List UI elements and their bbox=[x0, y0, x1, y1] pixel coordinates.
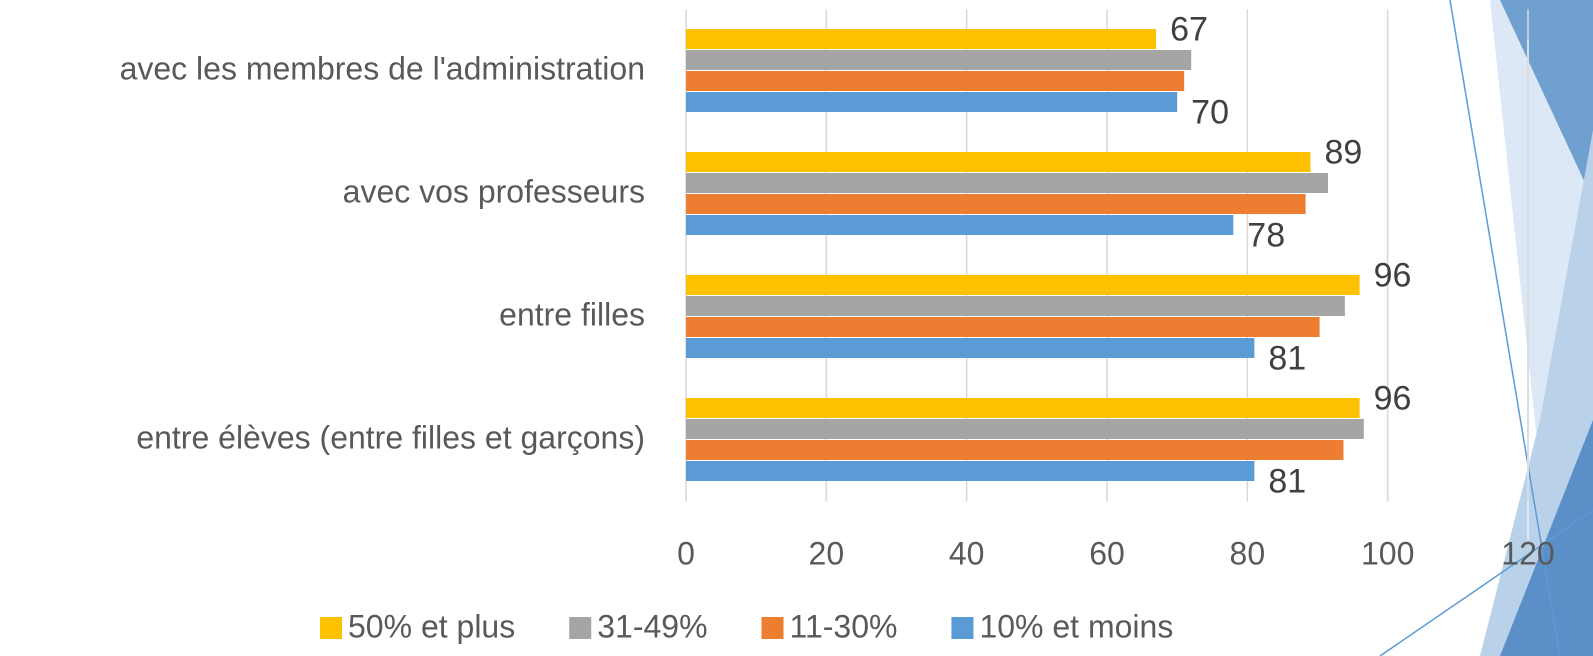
x-tick-label: 40 bbox=[949, 535, 985, 571]
legend-label: 10% et moins bbox=[979, 608, 1173, 644]
legend-swatch bbox=[761, 617, 784, 639]
x-tick-label: 80 bbox=[1230, 535, 1266, 571]
data-label: 81 bbox=[1268, 462, 1306, 500]
data-label: 96 bbox=[1374, 256, 1412, 294]
legend-label: 11-30% bbox=[790, 608, 898, 644]
bar bbox=[686, 50, 1192, 70]
data-label: 89 bbox=[1324, 133, 1362, 171]
bar bbox=[686, 92, 1178, 112]
x-tick-label: 20 bbox=[809, 535, 845, 571]
x-tick-label: 120 bbox=[1501, 535, 1554, 571]
slide-decoration bbox=[1379, 0, 1593, 656]
x-tick-label: 100 bbox=[1361, 535, 1414, 571]
bar bbox=[686, 338, 1255, 358]
bar bbox=[686, 194, 1306, 214]
data-label: 78 bbox=[1247, 216, 1285, 254]
bar bbox=[686, 71, 1185, 91]
bar bbox=[686, 296, 1345, 316]
y-tick-label: avec vos professeurs bbox=[343, 173, 645, 209]
legend-swatch bbox=[951, 617, 974, 639]
x-tick-label: 60 bbox=[1089, 535, 1125, 571]
bar bbox=[686, 398, 1360, 418]
legend-swatch bbox=[320, 617, 342, 639]
legend-label: 31-49% bbox=[597, 608, 707, 644]
bar bbox=[686, 461, 1255, 481]
y-tick-label: entre élèves (entre filles et garçons) bbox=[136, 419, 645, 455]
bar bbox=[686, 29, 1157, 49]
bar bbox=[686, 215, 1234, 235]
bar bbox=[686, 419, 1364, 439]
x-tick-label: 0 bbox=[677, 535, 695, 571]
bar bbox=[686, 173, 1329, 193]
data-label: 70 bbox=[1191, 93, 1229, 131]
y-tick-label: avec les membres de l'administration bbox=[120, 50, 645, 86]
data-label: 67 bbox=[1170, 10, 1208, 48]
bar bbox=[686, 275, 1360, 295]
legend-swatch bbox=[569, 617, 592, 639]
data-label: 96 bbox=[1374, 379, 1412, 417]
y-tick-label: entre filles bbox=[499, 296, 645, 332]
bar bbox=[686, 152, 1311, 172]
bar bbox=[686, 317, 1320, 337]
data-label: 81 bbox=[1268, 339, 1306, 377]
legend-label: 50% et plus bbox=[348, 608, 515, 644]
bar bbox=[686, 440, 1344, 460]
